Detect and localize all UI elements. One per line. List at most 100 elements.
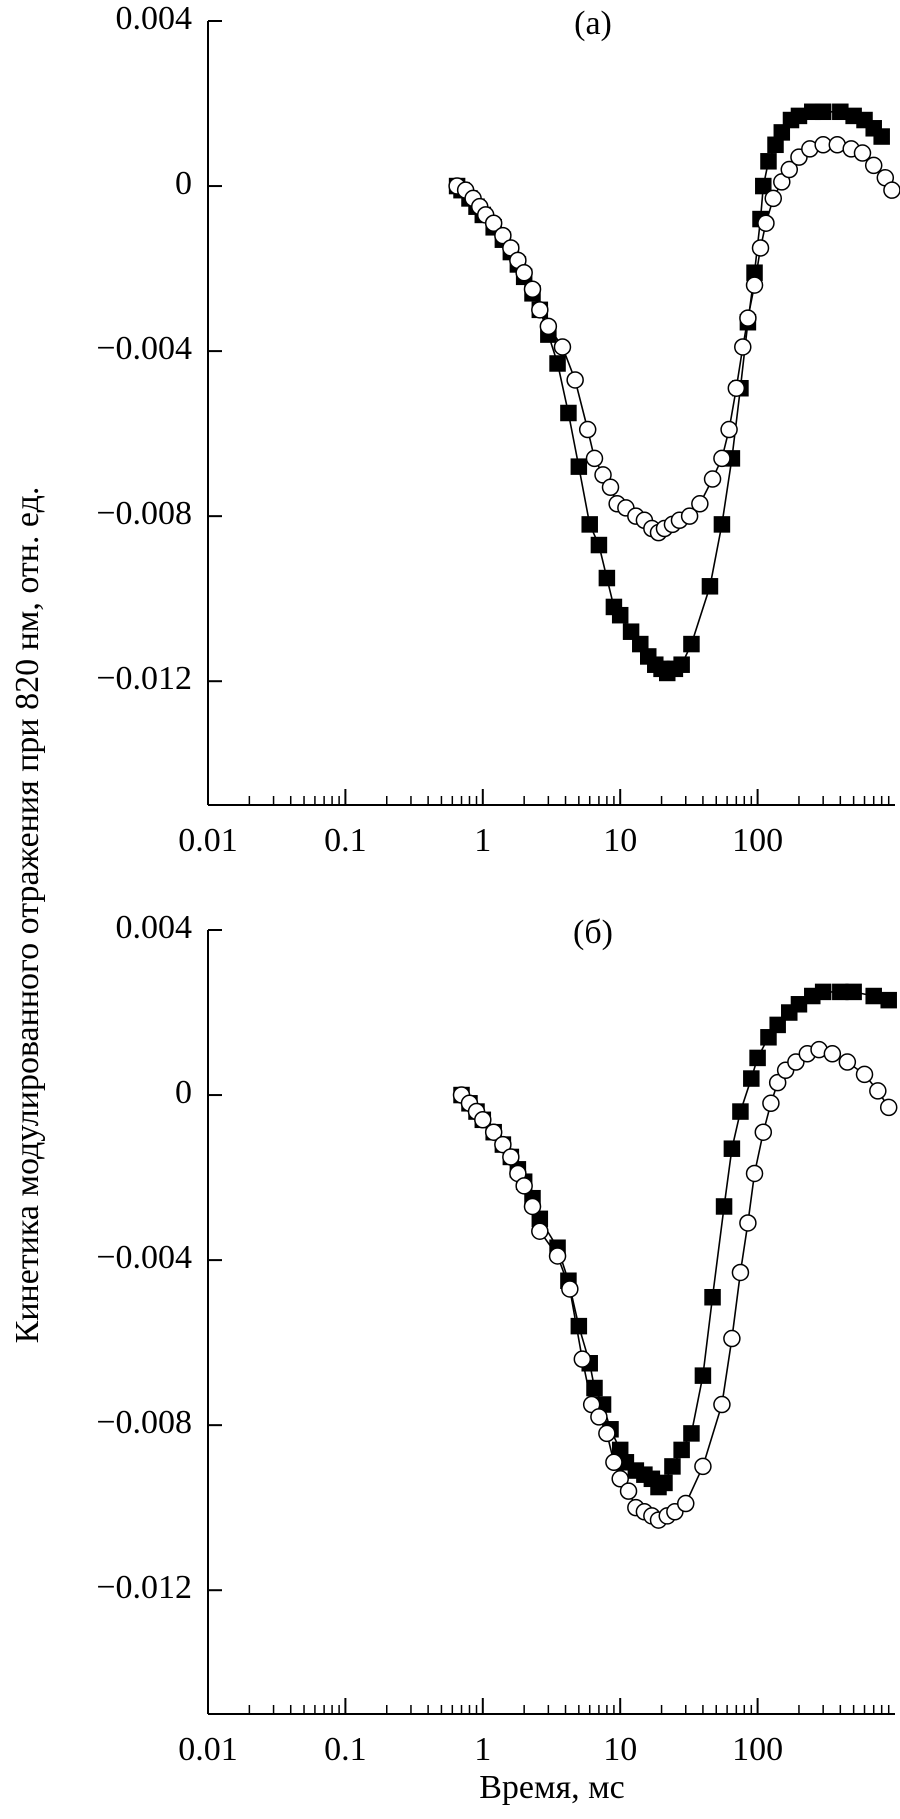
series-line xyxy=(460,991,889,1489)
y-tick-label: −0.012 xyxy=(96,660,192,697)
x-tick-label: 0.01 xyxy=(178,1731,238,1768)
circle-marker xyxy=(515,1177,533,1195)
circle-marker xyxy=(619,1482,638,1500)
square-marker xyxy=(683,635,700,653)
square-marker xyxy=(755,177,772,195)
circle-marker xyxy=(727,379,746,397)
square-marker xyxy=(773,124,791,141)
square-marker xyxy=(581,516,598,533)
x-tick-label: 10 xyxy=(603,822,637,859)
square-marker xyxy=(865,987,882,1005)
circle-marker xyxy=(768,1073,787,1092)
square-marker xyxy=(656,1474,673,1492)
square-marker xyxy=(701,578,719,595)
square-marker xyxy=(769,1016,786,1034)
circle-marker xyxy=(694,1457,712,1476)
y-axis-label: Кинетика модулированного отражения при 8… xyxy=(9,487,46,1344)
square-marker xyxy=(732,1103,749,1120)
circle-marker xyxy=(723,1329,741,1348)
circle-marker xyxy=(494,226,512,245)
square-marker xyxy=(715,1198,733,1215)
circle-marker xyxy=(548,1247,567,1265)
y-tick-label: 0 xyxy=(175,165,192,202)
circle-marker xyxy=(869,1082,887,1100)
circle-marker xyxy=(731,1263,750,1282)
y-tick-label: −0.008 xyxy=(96,495,192,532)
circle-marker xyxy=(780,160,799,179)
square-marker xyxy=(713,516,731,533)
square-marker xyxy=(743,1070,760,1087)
square-marker xyxy=(760,1029,777,1046)
panel-title: (б) xyxy=(573,914,613,951)
y-tick-label: −0.004 xyxy=(96,1239,192,1276)
square-marker xyxy=(723,1140,741,1157)
circle-marker xyxy=(523,1197,542,1216)
circle-marker xyxy=(838,1053,857,1071)
x-tick-label: 10 xyxy=(603,1731,637,1768)
circle-marker xyxy=(739,309,757,327)
circle-marker xyxy=(515,263,533,282)
panel-title: (a) xyxy=(574,5,612,42)
circle-marker xyxy=(745,276,764,294)
circle-marker xyxy=(484,1123,503,1141)
circle-marker xyxy=(823,1045,842,1063)
square-marker xyxy=(570,458,588,475)
square-marker xyxy=(683,1425,700,1442)
circle-marker xyxy=(601,478,620,497)
y-tick-label: −0.012 xyxy=(96,1569,192,1606)
square-marker xyxy=(673,1441,690,1459)
circle-marker xyxy=(494,1135,512,1154)
circle-marker xyxy=(853,144,872,162)
circle-marker xyxy=(751,239,770,257)
circle-marker xyxy=(553,338,572,356)
y-tick-label: 0 xyxy=(175,1074,192,1111)
circle-marker xyxy=(864,156,883,175)
square-marker xyxy=(664,1458,681,1475)
circle-marker xyxy=(573,1350,592,1368)
square-marker xyxy=(560,404,577,422)
x-tick-label: 0.01 xyxy=(178,822,238,859)
circle-marker xyxy=(883,181,900,199)
x-tick-label: 0.1 xyxy=(324,822,367,859)
circle-marker xyxy=(585,449,604,468)
circle-marker xyxy=(703,470,722,488)
circle-marker xyxy=(720,420,738,439)
square-marker xyxy=(590,536,608,554)
circle-marker xyxy=(561,1280,579,1298)
square-marker xyxy=(598,569,616,587)
x-tick-label: 0.1 xyxy=(324,1731,367,1768)
square-marker xyxy=(694,1367,712,1384)
square-marker xyxy=(704,1288,721,1306)
circle-marker xyxy=(502,1148,520,1166)
x-tick-label: 1 xyxy=(474,822,491,859)
square-marker xyxy=(880,991,897,1009)
circle-marker xyxy=(531,301,549,319)
circle-marker xyxy=(605,1453,623,1472)
square-marker xyxy=(549,355,566,372)
circle-marker xyxy=(745,1164,764,1183)
circle-marker xyxy=(680,507,699,525)
circle-marker xyxy=(713,1395,731,1414)
square-marker xyxy=(760,153,777,170)
y-tick-label: −0.004 xyxy=(96,330,192,367)
square-marker xyxy=(814,983,832,1001)
square-marker xyxy=(749,1049,766,1067)
circle-marker xyxy=(531,1222,549,1240)
square-marker xyxy=(586,1379,603,1397)
circle-marker xyxy=(598,1424,616,1443)
x-tick-label: 100 xyxy=(732,1731,783,1768)
square-marker xyxy=(622,623,640,640)
square-marker xyxy=(570,1317,588,1335)
x-tick-label: 100 xyxy=(732,822,783,859)
circle-marker xyxy=(523,280,542,298)
circle-marker xyxy=(539,317,558,336)
circle-marker xyxy=(590,1408,608,1426)
circle-marker xyxy=(734,338,752,356)
y-tick-label: 0.004 xyxy=(116,0,193,37)
circle-marker xyxy=(566,371,584,389)
circle-marker xyxy=(879,1098,898,1117)
circle-marker xyxy=(757,214,775,232)
square-marker xyxy=(814,103,832,121)
circle-marker xyxy=(762,1094,780,1113)
